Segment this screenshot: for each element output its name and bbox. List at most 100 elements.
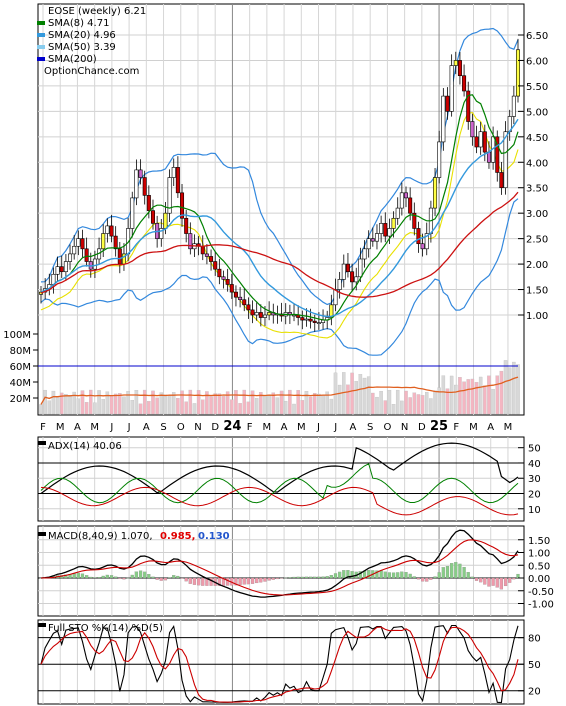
candle-body (217, 268, 222, 278)
macd-tick-label: 0.00 (528, 574, 550, 585)
volume-bar (487, 375, 491, 415)
adx-legend-swatch (38, 441, 46, 445)
candle-body (76, 238, 81, 247)
candle-body (515, 49, 520, 97)
volume-bar (230, 399, 234, 415)
macd-hist-bar (425, 577, 429, 582)
volume-bar (171, 392, 176, 415)
volume-bar (254, 398, 259, 415)
volume-bar (507, 367, 512, 415)
candle-body (350, 271, 355, 283)
macd-hist-bar (313, 576, 317, 579)
candle-body (105, 225, 110, 234)
candle-body (316, 322, 321, 324)
volume-bar (217, 393, 222, 415)
volume-tick-label: 40M (10, 378, 31, 389)
candle-body (171, 167, 176, 178)
macd-hist-bar (433, 576, 437, 579)
watermark: OptionChance.com (44, 66, 139, 77)
x-tick-label: M (56, 422, 65, 433)
volume-bar (209, 396, 213, 415)
volume-bar (321, 395, 325, 415)
macd-hist-bar (470, 576, 474, 579)
macd-hist-bar (76, 572, 80, 579)
candle-body (184, 217, 189, 234)
y-tick-label: 5.50 (526, 82, 548, 93)
candle-body (482, 131, 487, 153)
candle-body (262, 314, 267, 318)
sto-y-axis: 80 50 20 (518, 634, 541, 698)
candle-body (308, 318, 313, 322)
candle-body (404, 192, 409, 199)
volume-bar (512, 361, 516, 415)
macd-hist-bar (441, 567, 445, 579)
volume-bar (246, 401, 251, 415)
macd-hist-bar (338, 571, 342, 579)
macd-hist-bar (325, 576, 329, 579)
candle-body (395, 207, 400, 219)
volume-bar (292, 403, 296, 415)
sto-tick-label: 50 (528, 660, 541, 671)
x-tick-label: O (177, 422, 185, 433)
x-tick-label: M (469, 422, 478, 433)
candle-body (84, 248, 89, 262)
macd-hist-bar (130, 574, 134, 579)
volume-bar (354, 381, 358, 415)
volume-bar (420, 395, 425, 415)
macd-hist-bar (238, 577, 242, 585)
macd-hist-bar (259, 577, 263, 583)
y-tick-label: 3.00 (526, 209, 548, 220)
candle-body (337, 279, 342, 290)
macd-tick-label: 0.50 (528, 561, 550, 572)
candle-body (462, 75, 467, 92)
x-tick-label: O (383, 422, 391, 433)
volume-bar (391, 404, 396, 415)
macd-hist-bar (516, 573, 520, 579)
volume-bar (225, 391, 230, 415)
volume-bar (176, 398, 180, 415)
macd-hist-bar (184, 577, 188, 582)
volume-bar (433, 390, 437, 415)
y-tick-label: 2.00 (526, 260, 548, 271)
y-tick-label: 5.00 (526, 107, 548, 118)
volume-bar (142, 389, 147, 415)
macd-hist-bar (209, 577, 213, 586)
volume-bar (288, 389, 292, 415)
macd-hist-value: 0.130 (198, 531, 230, 542)
candle-body (333, 289, 338, 306)
volume-bar (113, 393, 118, 415)
volume-bar (275, 397, 280, 415)
volume-bar (84, 402, 89, 415)
volume-bar (55, 397, 60, 415)
candle-body (416, 228, 421, 245)
legend-swatch-sma50 (37, 45, 45, 49)
sto-grid (38, 620, 524, 704)
legend-sma20: SMA(20) 4.96 (48, 30, 116, 41)
volume-bar (375, 396, 379, 415)
minus-di-line (40, 486, 519, 516)
macd-hist-bar (437, 572, 441, 579)
price-y-axis: 6.50 6.00 5.50 5.00 4.50 4.00 3.50 3.00 2.50 2.00… (518, 31, 548, 322)
volume-bar (130, 400, 135, 415)
candle-body (420, 243, 425, 250)
candle-body (113, 235, 118, 250)
macd-hist-bar (329, 575, 333, 579)
candle-body (221, 276, 226, 280)
candle-body (312, 320, 317, 323)
candle-body (341, 263, 346, 280)
candle-body (457, 60, 462, 77)
macd-hist-bar (383, 571, 387, 579)
legend-sma8: SMA(8) 4.71 (48, 18, 109, 29)
sma20-line (40, 118, 519, 318)
macd-hist-bar (400, 571, 404, 579)
volume-bar (188, 389, 193, 415)
macd-hist-bar (155, 577, 159, 580)
candle-body (441, 95, 446, 143)
adx-tick-label: 20 (528, 490, 541, 501)
volume-bar (279, 390, 284, 415)
volume-bar (89, 389, 93, 415)
candle-body (150, 210, 155, 224)
macd-hist-bar (508, 577, 512, 583)
volume-y-axis: 100M 80M 60M 40M 20M (3, 330, 38, 405)
macd-hist-bar (197, 577, 201, 586)
